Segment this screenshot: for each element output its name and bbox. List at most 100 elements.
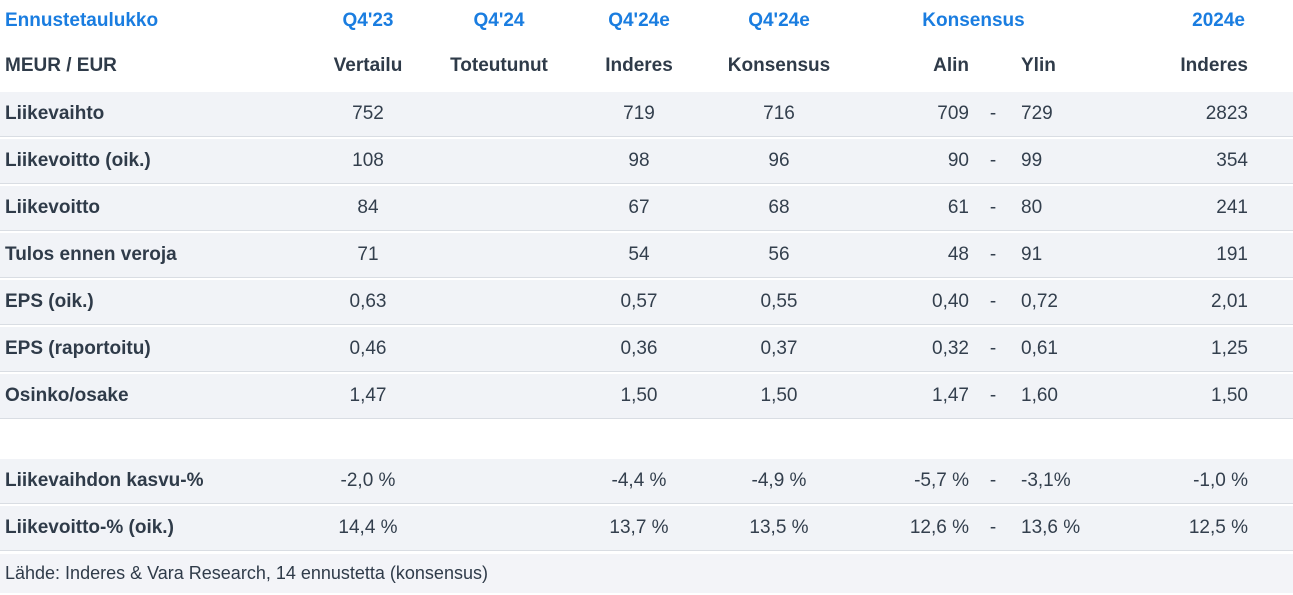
row-label: Tulos ennen veroja bbox=[0, 231, 312, 278]
row-label: Liikevaihto bbox=[0, 90, 312, 137]
cell-vertailu: 84 bbox=[312, 184, 424, 231]
cell-toteutunut bbox=[424, 184, 574, 231]
table-row-liikevoitto: Liikevoitto 84 67 68 61 - 80 241 bbox=[0, 184, 1293, 231]
forecast-table: Ennustetaulukko Q4'23 Q4'24 Q4'24e Q4'24… bbox=[0, 0, 1293, 551]
cell-inderes: 0,57 bbox=[574, 278, 704, 325]
cell-konsensus: 56 bbox=[704, 231, 854, 278]
cell-alin: -5,7 % bbox=[854, 457, 975, 504]
cell-vertailu: 108 bbox=[312, 137, 424, 184]
table-row-tulos-ennen-veroja: Tulos ennen veroja 71 54 56 48 - 91 191 bbox=[0, 231, 1293, 278]
row-label: Osinko/osake bbox=[0, 372, 312, 419]
cell-vertailu: -2,0 % bbox=[312, 457, 424, 504]
cell-range-dash: - bbox=[975, 137, 1011, 184]
row-label: Liikevoitto-% (oik.) bbox=[0, 504, 312, 551]
col-header-konsensus-group: Konsensus bbox=[922, 10, 1025, 31]
cell-fy-inderes: 191 bbox=[1093, 231, 1293, 278]
cell-alin: 90 bbox=[854, 137, 975, 184]
cell-toteutunut bbox=[424, 325, 574, 372]
cell-inderes: 67 bbox=[574, 184, 704, 231]
cell-fy-inderes: 2823 bbox=[1093, 90, 1293, 137]
subheader-inderes-fy: Inderes bbox=[1180, 55, 1248, 76]
cell-konsensus: 13,5 % bbox=[704, 504, 854, 551]
cell-ylin: 1,60 bbox=[1011, 372, 1093, 419]
cell-konsensus: -4,9 % bbox=[704, 457, 854, 504]
cell-alin: 48 bbox=[854, 231, 975, 278]
cell-alin: 0,32 bbox=[854, 325, 975, 372]
cell-range-dash: - bbox=[975, 231, 1011, 278]
cell-toteutunut bbox=[424, 504, 574, 551]
table-row-liikevoitto-oik: Liikevoitto (oik.) 108 98 96 90 - 99 354 bbox=[0, 137, 1293, 184]
subheader-vertailu: Vertailu bbox=[333, 55, 403, 76]
cell-vertailu: 0,46 bbox=[312, 325, 424, 372]
cell-toteutunut bbox=[424, 457, 574, 504]
cell-konsensus: 716 bbox=[704, 90, 854, 137]
source-note-band: Lähde: Inderes & Vara Research, 14 ennus… bbox=[0, 554, 1293, 593]
subheader-dash-gap bbox=[975, 42, 1011, 90]
row-label: Liikevaihdon kasvu-% bbox=[0, 457, 312, 504]
row-label: EPS (raportoitu) bbox=[0, 325, 312, 372]
col-header-q423: Q4'23 bbox=[342, 10, 394, 31]
cell-konsensus: 68 bbox=[704, 184, 854, 231]
subheader-toteutunut: Toteutunut bbox=[450, 55, 548, 76]
subheader-alin: Alin bbox=[933, 55, 969, 76]
cell-vertailu: 71 bbox=[312, 231, 424, 278]
subheader-konsensus-q: Konsensus bbox=[727, 55, 831, 76]
header-row-subtitles: MEUR / EUR Vertailu Toteutunut Inderes K… bbox=[0, 42, 1293, 90]
cell-range-dash: - bbox=[975, 372, 1011, 419]
cell-inderes: 98 bbox=[574, 137, 704, 184]
cell-ylin: 91 bbox=[1011, 231, 1093, 278]
col-header-2024e: 2024e bbox=[1192, 10, 1245, 31]
col-header-q424e-inderes: Q4'24e bbox=[608, 10, 670, 31]
col-header-q424e-konsensus: Q4'24e bbox=[748, 10, 810, 31]
cell-range-dash: - bbox=[975, 90, 1011, 137]
spacer-cell bbox=[0, 419, 1293, 457]
cell-konsensus: 0,37 bbox=[704, 325, 854, 372]
table-row-eps-oik: EPS (oik.) 0,63 0,57 0,55 0,40 - 0,72 2,… bbox=[0, 278, 1293, 325]
unit-label: MEUR / EUR bbox=[5, 55, 117, 76]
cell-fy-inderes: 12,5 % bbox=[1093, 504, 1293, 551]
row-label: EPS (oik.) bbox=[0, 278, 312, 325]
header-row-periods: Ennustetaulukko Q4'23 Q4'24 Q4'24e Q4'24… bbox=[0, 0, 1293, 42]
cell-toteutunut bbox=[424, 90, 574, 137]
cell-fy-inderes: 1,25 bbox=[1093, 325, 1293, 372]
cell-toteutunut bbox=[424, 231, 574, 278]
cell-inderes: -4,4 % bbox=[574, 457, 704, 504]
row-label: Liikevoitto (oik.) bbox=[0, 137, 312, 184]
row-label: Liikevoitto bbox=[0, 184, 312, 231]
table-spacer-row bbox=[0, 419, 1293, 457]
cell-ylin: -3,1% bbox=[1011, 457, 1093, 504]
cell-vertailu: 1,47 bbox=[312, 372, 424, 419]
subheader-ylin: Ylin bbox=[1021, 55, 1056, 76]
cell-ylin: 80 bbox=[1011, 184, 1093, 231]
cell-alin: 12,6 % bbox=[854, 504, 975, 551]
cell-inderes: 54 bbox=[574, 231, 704, 278]
table-title: Ennustetaulukko bbox=[5, 10, 159, 31]
cell-fy-inderes: 241 bbox=[1093, 184, 1293, 231]
cell-ylin: 729 bbox=[1011, 90, 1093, 137]
table-row-eps-raportoitu: EPS (raportoitu) 0,46 0,36 0,37 0,32 - 0… bbox=[0, 325, 1293, 372]
cell-alin: 61 bbox=[854, 184, 975, 231]
cell-alin: 1,47 bbox=[854, 372, 975, 419]
cell-range-dash: - bbox=[975, 504, 1011, 551]
cell-range-dash: - bbox=[975, 457, 1011, 504]
cell-range-dash: - bbox=[975, 325, 1011, 372]
table-body: Liikevaihto 752 719 716 709 - 729 2823 L… bbox=[0, 90, 1293, 551]
table-row-liikevaihdon-kasvu: Liikevaihdon kasvu-% -2,0 % -4,4 % -4,9 … bbox=[0, 457, 1293, 504]
cell-vertailu: 752 bbox=[312, 90, 424, 137]
cell-toteutunut bbox=[424, 278, 574, 325]
cell-inderes: 13,7 % bbox=[574, 504, 704, 551]
cell-inderes: 0,36 bbox=[574, 325, 704, 372]
cell-konsensus: 96 bbox=[704, 137, 854, 184]
cell-alin: 0,40 bbox=[854, 278, 975, 325]
cell-konsensus: 0,55 bbox=[704, 278, 854, 325]
cell-fy-inderes: 354 bbox=[1093, 137, 1293, 184]
table-row-liikevaihto: Liikevaihto 752 719 716 709 - 729 2823 bbox=[0, 90, 1293, 137]
cell-vertailu: 0,63 bbox=[312, 278, 424, 325]
cell-fy-inderes: 1,50 bbox=[1093, 372, 1293, 419]
cell-konsensus: 1,50 bbox=[704, 372, 854, 419]
subheader-inderes-q: Inderes bbox=[605, 55, 673, 76]
cell-ylin: 99 bbox=[1011, 137, 1093, 184]
cell-fy-inderes: -1,0 % bbox=[1093, 457, 1293, 504]
cell-inderes: 719 bbox=[574, 90, 704, 137]
